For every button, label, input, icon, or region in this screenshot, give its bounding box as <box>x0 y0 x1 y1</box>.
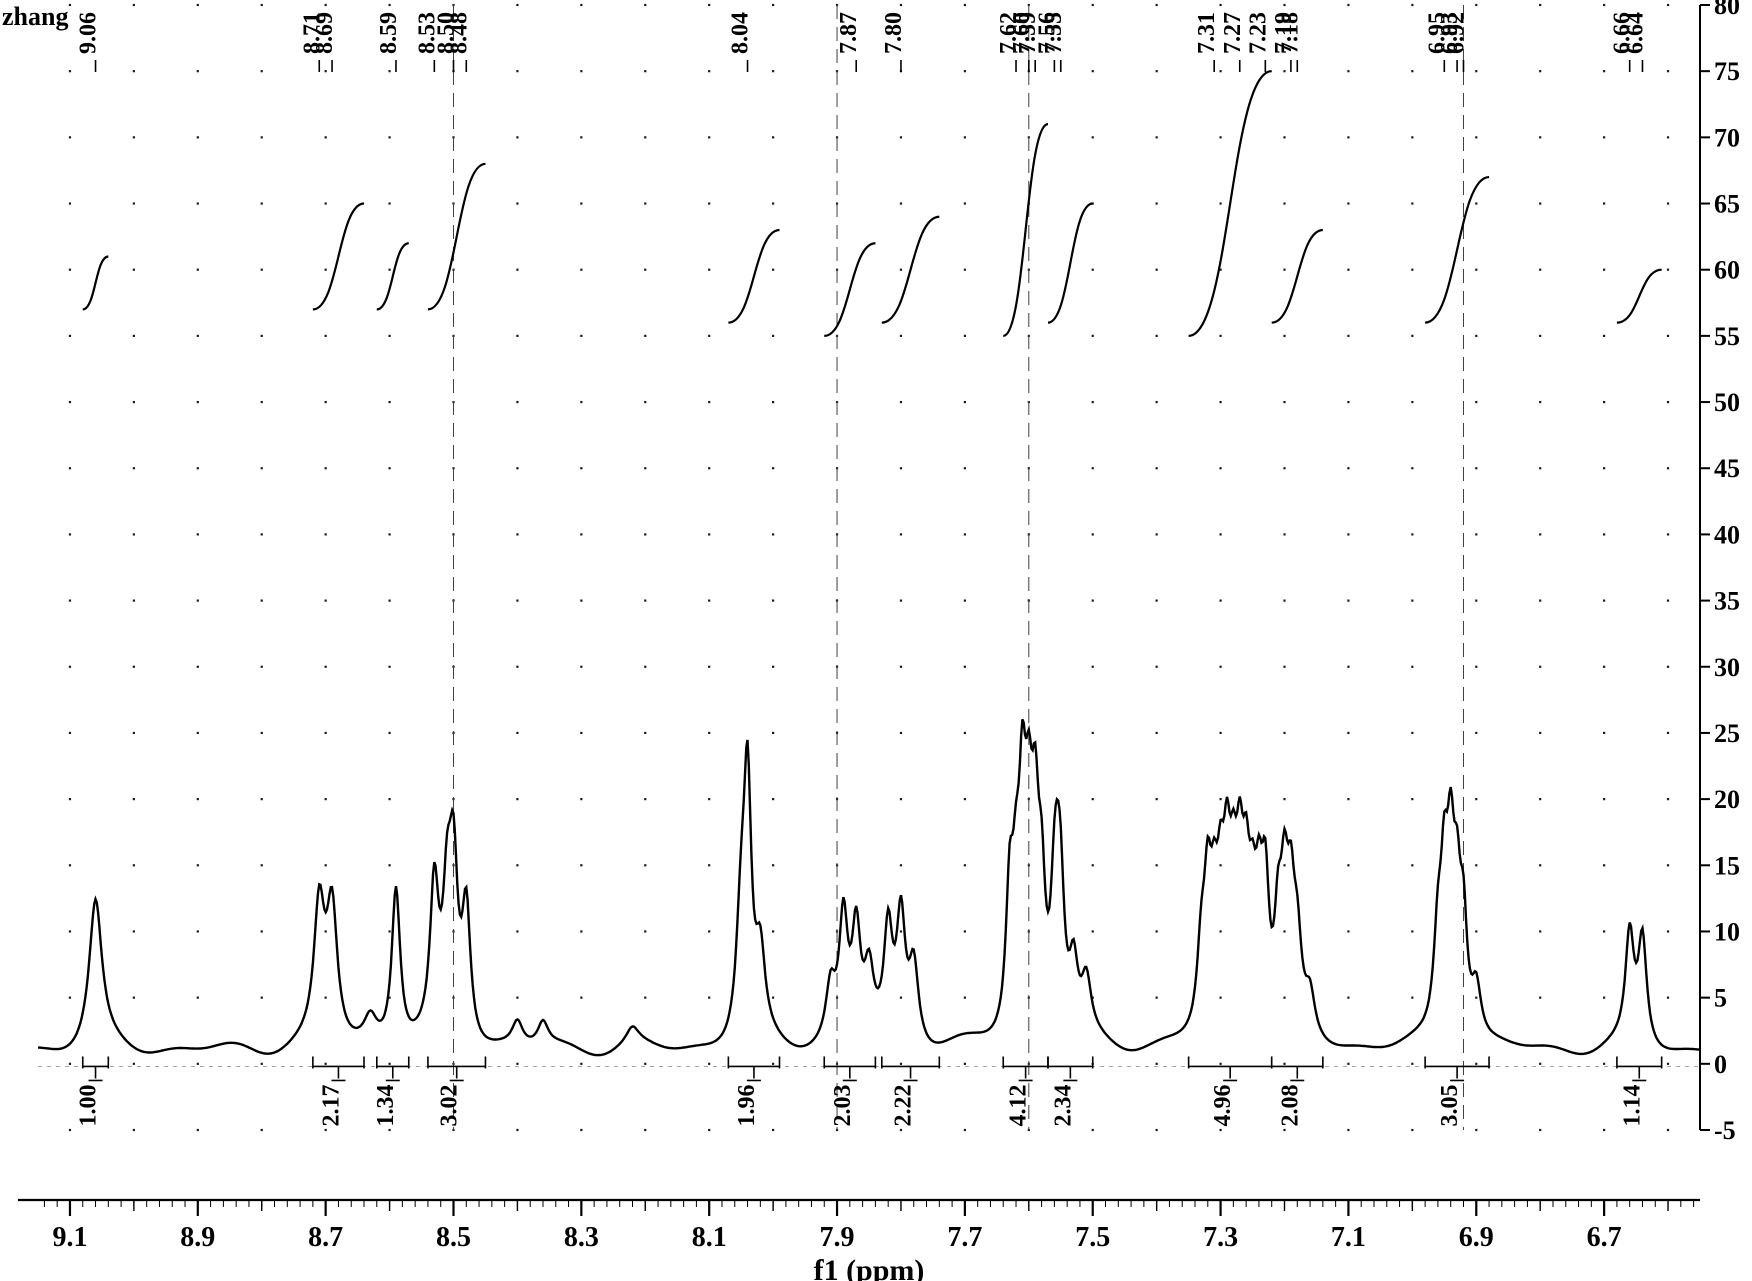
peak-label: 8.69 <box>312 12 338 54</box>
integral-value: 3.05 <box>1437 1084 1463 1126</box>
y-tick-label: 40 <box>1714 520 1740 549</box>
peak-label: 9.06 <box>76 12 102 54</box>
integral-value: 2.22 <box>891 1084 917 1126</box>
x-tick-label: 8.7 <box>308 1222 343 1253</box>
x-tick-label: 8.3 <box>564 1222 599 1253</box>
chart-title: zhang <box>2 2 68 32</box>
y-tick-label: 45 <box>1714 454 1740 483</box>
y-tick-label: 50 <box>1714 388 1740 417</box>
integral-value: 2.34 <box>1050 1084 1076 1126</box>
x-tick-label: 7.1 <box>1331 1222 1366 1253</box>
peak-label: 6.92 <box>1443 12 1469 54</box>
y-tick-label: 60 <box>1714 256 1740 285</box>
y-tick-label: 5 <box>1714 984 1727 1013</box>
y-tick-label: 55 <box>1714 322 1740 351</box>
y-tick-label: 25 <box>1714 719 1740 748</box>
integral-value: 1.00 <box>76 1084 102 1126</box>
y-tick-label: 0 <box>1714 1050 1727 1079</box>
x-tick-label: 7.9 <box>820 1222 855 1253</box>
integral-value: 2.08 <box>1277 1084 1303 1126</box>
integral-value: 1.96 <box>734 1084 760 1126</box>
y-tick-label: 65 <box>1714 190 1740 219</box>
integral-value: 4.96 <box>1210 1084 1236 1126</box>
peak-label: 7.31 <box>1194 12 1220 54</box>
y-tick-label: 35 <box>1714 587 1740 616</box>
nmr-svg: 1.00 2.17 1.34 3.02 1.96 2.03 2.22 4.12 2.34 4.96… <box>0 0 1752 1281</box>
integral-value: 3.02 <box>437 1084 463 1126</box>
y-tick-label: 70 <box>1714 123 1740 152</box>
x-tick-label: 8.1 <box>692 1222 727 1253</box>
integral-value: 1.34 <box>373 1084 399 1126</box>
y-tick-label: 30 <box>1714 653 1740 682</box>
peak-label: 8.04 <box>728 12 754 54</box>
x-tick-label: 8.5 <box>436 1222 471 1253</box>
y-tick-label: 20 <box>1714 785 1740 814</box>
y-tick-label: 75 <box>1714 57 1740 86</box>
peak-label: 7.27 <box>1220 12 1246 54</box>
x-tick-label: 6.7 <box>1587 1222 1622 1253</box>
x-tick-label: 9.1 <box>52 1222 87 1253</box>
y-tick-label: 15 <box>1714 851 1740 880</box>
integral-value: 2.03 <box>830 1084 856 1126</box>
peak-label: 7.87 <box>836 12 862 54</box>
integral-value: 4.12 <box>1006 1084 1032 1126</box>
y-tick-label: -5 <box>1714 1116 1736 1145</box>
y-tick-label: 80 <box>1714 0 1740 20</box>
peak-label: 6.64 <box>1622 12 1648 54</box>
y-tick-label: 10 <box>1714 917 1740 946</box>
peak-label: 7.18 <box>1277 12 1303 54</box>
x-axis-label: f1 (ppm) <box>814 1254 925 1281</box>
x-tick-label: 6.9 <box>1459 1222 1494 1253</box>
x-tick-label: 8.9 <box>180 1222 215 1253</box>
integral-value: 1.14 <box>1619 1084 1645 1126</box>
nmr-chart: 1.00 2.17 1.34 3.02 1.96 2.03 2.22 4.12 2.34 4.96… <box>0 0 1752 1281</box>
peak-label: 7.55 <box>1041 12 1067 54</box>
peak-label: 7.80 <box>881 12 907 54</box>
x-tick-label: 7.3 <box>1203 1222 1238 1253</box>
x-tick-label: 7.7 <box>947 1222 982 1253</box>
integral-value: 2.17 <box>318 1084 344 1126</box>
peak-label: 7.23 <box>1245 12 1271 54</box>
x-tick-label: 7.5 <box>1075 1222 1110 1253</box>
peak-label: 8.59 <box>376 12 402 54</box>
peak-label: 8.48 <box>446 12 472 54</box>
